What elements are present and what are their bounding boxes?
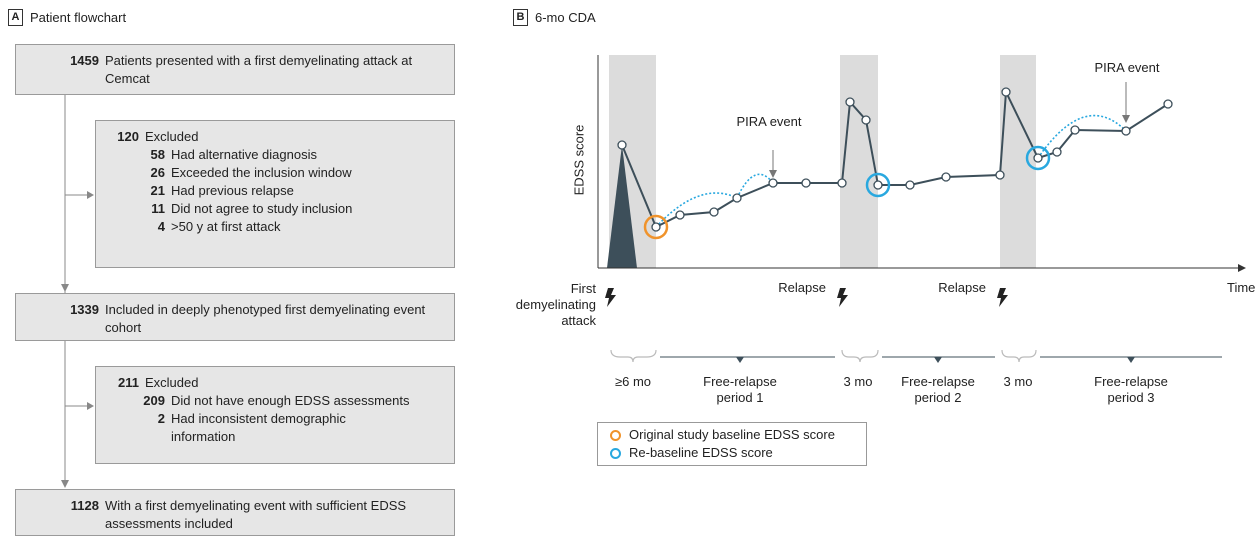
braces <box>610 349 1037 363</box>
box-text: Did not have enough EDSS assessments <box>171 393 410 408</box>
count: 21 <box>150 183 165 198</box>
period-label: 3 mo <box>1003 374 1033 389</box>
box-text: Did not agree to study inclusion <box>171 201 353 216</box>
period-lines <box>660 356 1222 363</box>
flow-box: 211 Excluded 209 Did not have enough EDSS … <box>95 366 455 464</box>
box-text: Had alternative diagnosis <box>171 147 317 162</box>
flow-box: 1339 Included in deeply phenotyped first … <box>15 293 455 341</box>
box-text: Excluded <box>145 129 199 144</box>
y-axis-label: EDSS score <box>571 125 586 196</box>
legend-marker <box>610 429 621 441</box>
event-label: Relapse <box>778 280 826 295</box>
box-text: Exceeded the inclusion window <box>171 165 352 180</box>
count: 211 <box>118 375 139 390</box>
flow-connectors <box>61 95 94 488</box>
count: 1459 <box>70 53 99 68</box>
legend-text: Original study baseline EDSS score <box>629 427 835 442</box>
legend: Original study baseline EDSS score Re-ba… <box>597 422 867 466</box>
flow-box: 1128 With a first demyelinating event wit… <box>15 489 455 536</box>
event-label: Relapse <box>938 280 986 295</box>
box-text: Included in deeply phenotyped first demy… <box>105 302 426 335</box>
legend-text: Re-baseline EDSS score <box>629 445 773 460</box>
period-label: 3 mo <box>843 374 873 389</box>
event-label: First demyelinating attack <box>515 281 596 328</box>
count: 4 <box>157 219 165 234</box>
count: 11 <box>151 201 165 216</box>
box-text: Patients presented with a first demyelin… <box>105 53 413 86</box>
dotted-curves <box>655 114 1127 228</box>
attack-peak <box>607 145 637 268</box>
count: 2 <box>157 411 165 426</box>
box-text: With a first demyelinating event with su… <box>105 498 407 531</box>
edss-points <box>617 87 1173 232</box>
panel-letter: B <box>513 9 528 26</box>
box-text: Had previous relapse <box>171 183 294 198</box>
panel-title: 6-mo CDA <box>535 10 596 25</box>
period-label: Free-relapse period 1 <box>703 374 777 405</box>
edss-line <box>621 88 1169 229</box>
legend-marker <box>610 447 621 459</box>
count: 1339 <box>70 302 99 317</box>
period-label: ≥6 mo <box>614 374 652 389</box>
flow-box: 120 Excluded 58 Had alternative diagnosis … <box>95 120 455 268</box>
relapse-bands <box>609 55 1036 268</box>
panel-letter: A <box>8 9 23 26</box>
pira-arrows <box>769 82 1130 178</box>
count: 58 <box>150 147 165 162</box>
count: 209 <box>143 393 165 408</box>
period-label: Free-relapse period 3 <box>1094 374 1168 405</box>
rebaseline-ring <box>865 172 891 198</box>
count: 120 <box>117 129 139 144</box>
axis-arrow <box>1238 264 1246 272</box>
baseline-ring <box>643 214 669 240</box>
annotation: PIRA event <box>736 114 801 129</box>
period-label: Free-relapse period 2 <box>901 374 975 405</box>
count: 1128 <box>70 498 99 513</box>
box-text: Excluded <box>145 375 199 390</box>
box-text: Had inconsistent demographic information <box>171 411 346 444</box>
panel-title: Patient flowchart <box>30 10 127 25</box>
x-axis-label: Time <box>1227 280 1255 295</box>
flow-box: 1459 Patients presented with a first demy… <box>15 44 455 95</box>
box-text: >50 y at first attack <box>171 219 281 234</box>
relapse-bolts <box>605 288 1008 307</box>
rebaseline-ring <box>1025 145 1051 171</box>
count: 26 <box>150 165 165 180</box>
annotation: PIRA event <box>1094 60 1159 75</box>
cda-diagram: EDSS score Time PIRA event PIRA event Re… <box>571 55 1255 363</box>
